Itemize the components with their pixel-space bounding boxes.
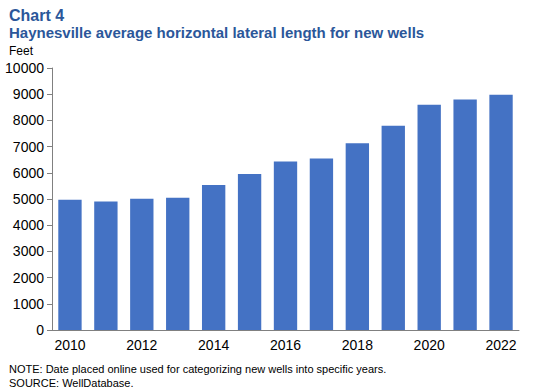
svg-text:Feet: Feet (9, 44, 34, 58)
svg-text:Haynesville average horizontal: Haynesville average horizontal lateral l… (9, 24, 424, 41)
svg-text:2000: 2000 (13, 270, 44, 286)
svg-text:7000: 7000 (13, 139, 44, 155)
svg-text:SOURCE: WellDatabase.: SOURCE: WellDatabase. (9, 377, 134, 389)
svg-text:0: 0 (36, 322, 44, 338)
svg-text:2018: 2018 (342, 337, 373, 353)
svg-text:9000: 9000 (13, 86, 44, 102)
svg-text:2020: 2020 (414, 337, 445, 353)
svg-text:Chart 4: Chart 4 (9, 7, 64, 24)
svg-text:5000: 5000 (13, 191, 44, 207)
svg-text:2010: 2010 (54, 337, 85, 353)
svg-text:10000: 10000 (5, 60, 44, 76)
svg-text:8000: 8000 (13, 112, 44, 128)
svg-text:4000: 4000 (13, 217, 44, 233)
svg-text:2014: 2014 (198, 337, 229, 353)
svg-text:2016: 2016 (270, 337, 301, 353)
svg-text:1000: 1000 (13, 296, 44, 312)
svg-text:NOTE: Date placed online used: NOTE: Date placed online used for catego… (9, 363, 386, 375)
svg-text:6000: 6000 (13, 165, 44, 181)
svg-text:3000: 3000 (13, 243, 44, 259)
svg-text:2012: 2012 (126, 337, 157, 353)
svg-text:2022: 2022 (485, 337, 516, 353)
